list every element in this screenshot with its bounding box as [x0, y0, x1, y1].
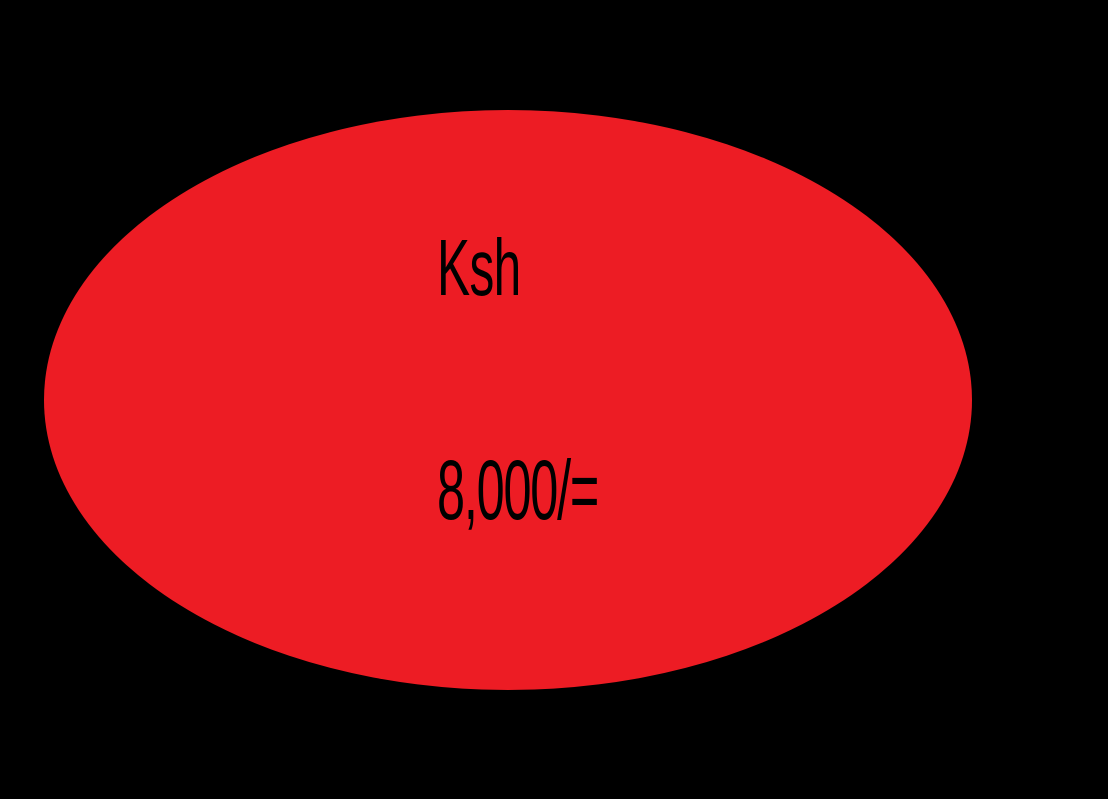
red-ellipse	[44, 110, 972, 690]
currency-label: Ksh	[437, 223, 521, 312]
price-amount: 8,000/=	[437, 443, 599, 537]
